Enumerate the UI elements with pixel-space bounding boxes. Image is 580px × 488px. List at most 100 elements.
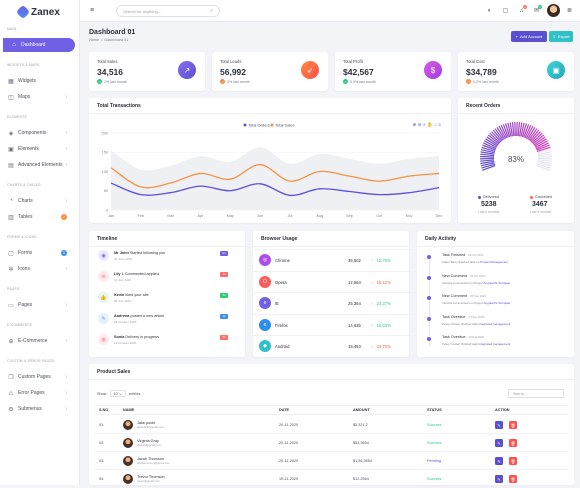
messages-icon[interactable]: ✉2	[532, 6, 541, 15]
edit-button[interactable]: ✎	[495, 457, 503, 465]
sidebar-item-custom-pages[interactable]: ❐Custom Pages›	[0, 370, 79, 384]
alert-icon: ⚠	[8, 390, 14, 396]
sidebar-item-charts[interactable]: ◔Charts›	[0, 194, 79, 208]
y-tick-label: 100	[102, 170, 108, 174]
y-tick-label: 200	[102, 131, 108, 135]
customer-avatar	[123, 438, 133, 448]
browser-row-firefox: e Firefox 14,635 ↑ 15.63%	[253, 314, 427, 335]
chevron-right-icon: ›	[65, 146, 67, 152]
sidebar-item-elements[interactable]: ▣Elements›	[0, 142, 79, 156]
theme-toggle-icon[interactable]: ◐	[485, 6, 494, 15]
user-avatar[interactable]	[547, 4, 560, 17]
pan-icon[interactable]: ✋	[427, 122, 433, 128]
sidebar-item-ecommerce[interactable]: ⊕E-Commerce›	[0, 334, 79, 348]
forms-badge: 5	[61, 250, 67, 256]
timeline-item: ✎ Andrena posted a new article 09 Octobe…	[98, 313, 233, 329]
menu-toggle-icon[interactable]: ≡	[90, 7, 94, 14]
column-header-sno[interactable]: S.NO	[99, 405, 108, 415]
sidebar-item-widgets[interactable]: ▦Widgets	[0, 74, 79, 88]
trend-up-icon: ↗	[343, 79, 348, 84]
more-menu-icon[interactable]: ≣	[565, 6, 574, 15]
zoom-in-icon[interactable]: ⊕	[412, 122, 416, 128]
reset-home-icon[interactable]: ⌂	[434, 122, 437, 128]
activity-dot	[427, 296, 431, 300]
timeline-avatar-icon: 👍	[98, 292, 109, 303]
trash-icon: 🗑	[510, 441, 515, 446]
table-search-input[interactable]: Search...	[508, 389, 564, 398]
chevron-right-icon: ›	[65, 162, 67, 168]
status-text: Success	[427, 416, 441, 434]
legend-orders[interactable]: Total Orders	[248, 123, 270, 128]
column-header-name[interactable]: NAME	[123, 405, 134, 415]
recent-orders-title: Recent Orders	[466, 103, 500, 109]
sidebar-item-pages[interactable]: ▭Pages›	[0, 298, 79, 312]
y-tick-label: 50	[104, 189, 108, 193]
export-button[interactable]: ⇪Export	[549, 31, 573, 42]
edit-icon: ✎	[497, 477, 500, 482]
delete-button[interactable]: 🗑	[509, 475, 517, 483]
sidebar-item-icons[interactable]: ✲Icons›	[0, 262, 79, 276]
column-header-status[interactable]: STATUS	[427, 405, 442, 415]
zoom-out-icon[interactable]: ⊖	[418, 122, 422, 128]
package-icon: ▣	[8, 146, 14, 152]
add-account-button[interactable]: +Add Account	[511, 31, 547, 42]
timeline-badge: 2d	[220, 272, 228, 277]
edit-button[interactable]: ✎	[495, 421, 503, 429]
copy-icon: ❐	[8, 374, 14, 380]
edit-button[interactable]: ✎	[495, 439, 503, 447]
column-header-date[interactable]: DATE	[279, 405, 289, 415]
sidebar-item-advanced-elements[interactable]: ▤Advanced Elements›	[0, 158, 79, 172]
brand-logo[interactable]: Zanex	[18, 5, 60, 19]
trash-icon: 🗑	[510, 459, 515, 464]
sidebar-item-error-pages[interactable]: ⚠Error Pages›	[0, 386, 79, 400]
ie-icon: e	[259, 297, 271, 309]
cart-icon: ⊕	[8, 338, 14, 344]
arrow-down-icon: ↓	[371, 280, 373, 285]
x-tick-label: Feb	[138, 214, 145, 218]
x-tick-label: Apr	[197, 214, 204, 218]
entries-select[interactable]: 10 ⌄	[110, 390, 126, 397]
delete-button[interactable]: 🗑	[509, 457, 517, 465]
chart-menu-icon[interactable]: ≡	[438, 122, 441, 128]
stat-card-sales: Total Sales 34,516 ↗2% last month ↗	[89, 52, 205, 91]
star-icon: ✲	[8, 266, 14, 272]
grid-icon: ▦	[8, 78, 14, 84]
chevron-right-icon: ›	[65, 374, 67, 380]
column-header-amount[interactable]: AMOUNT	[353, 405, 370, 415]
legend-orders-swatch	[244, 124, 247, 127]
sidebar-item-maps[interactable]: ◫Maps›	[0, 90, 79, 104]
notification-count: 5	[523, 5, 527, 9]
fullscreen-icon[interactable]: ▢	[501, 6, 510, 15]
column-header-action[interactable]: ACTION	[495, 405, 510, 415]
activity-dot	[427, 337, 431, 341]
zoom-select-icon[interactable]: ⌕	[423, 122, 426, 128]
activity-dot	[427, 276, 431, 280]
delete-button[interactable]: 🗑	[509, 439, 517, 447]
x-tick-label: Jan	[108, 214, 114, 218]
search-input[interactable]: Search for anything... ⌕	[116, 5, 220, 17]
chart-background-area	[111, 147, 439, 210]
browser-row-opera: O Opera 12,563 ↓ 15.12%	[253, 271, 427, 292]
delivered-count: 5238	[481, 201, 497, 208]
sidebar-item-components[interactable]: ◈Components›	[0, 126, 79, 140]
legend-sales[interactable]: Total Sales	[275, 123, 295, 128]
edit-button[interactable]: ✎	[495, 475, 503, 483]
search-icon[interactable]: ⌕	[210, 8, 213, 14]
x-tick-label: Oct	[376, 214, 383, 218]
home-icon: ⌂	[11, 42, 17, 48]
timeline-badge: 3d	[220, 293, 228, 298]
timeline-item: ✉ Lily 1 Commented applied 01 July 2020 …	[98, 271, 233, 287]
delete-button[interactable]: 🗑	[509, 421, 517, 429]
sidebar-item-submenus[interactable]: ⚙Submenus›	[0, 402, 79, 416]
sidebar-item-dashboard[interactable]: ⌂Dashboard	[3, 38, 75, 52]
status-text: Success	[427, 434, 441, 452]
timeline-item: ◍ Sonia Delivery in progress 12 October …	[98, 334, 233, 350]
chevron-right-icon: ›	[65, 94, 67, 100]
notification-bell-icon[interactable]: ♫5	[517, 6, 526, 15]
